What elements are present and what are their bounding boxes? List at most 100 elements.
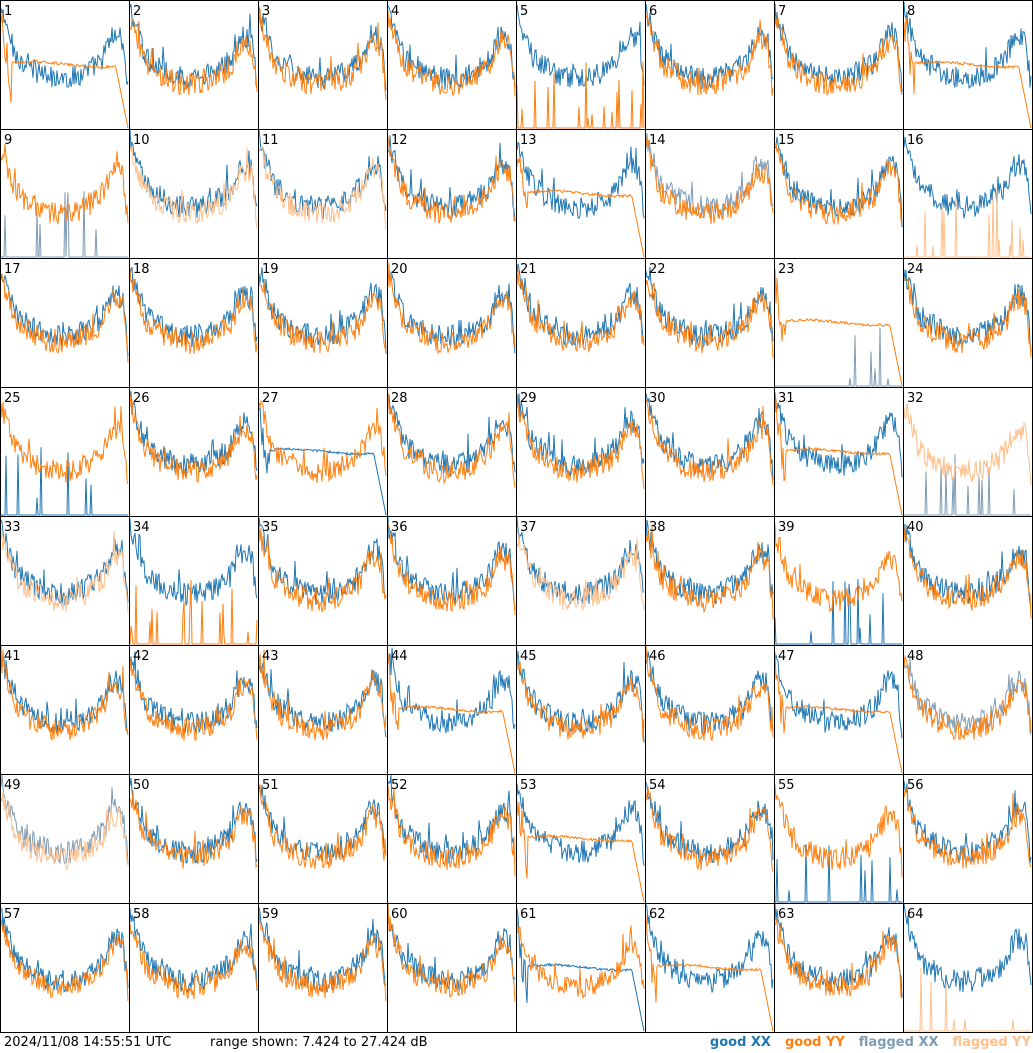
panel-54: 54: [645, 774, 775, 904]
panel-label: 21: [520, 262, 537, 277]
series-yy-panel-64: [904, 967, 1031, 1032]
series-yy-panel-55: [774, 784, 903, 878]
series-xx-panel-5: [516, 4, 645, 88]
panel-frame: [774, 774, 904, 904]
series-yy-panel-62: [645, 916, 774, 1032]
panel-59: 59: [258, 903, 388, 1033]
panel-frame: [903, 516, 1033, 646]
series-yy-panel-36: [387, 522, 516, 615]
panel-29: 29: [516, 387, 646, 517]
panel-frame: [258, 129, 388, 259]
series-xx-panel-39: [774, 579, 902, 645]
series-yy-panel-63: [774, 918, 903, 999]
series-xx-panel-24: [903, 269, 1032, 352]
panel-label: 35: [262, 520, 279, 535]
panel-46: 46: [645, 645, 775, 775]
panel-8: 8: [903, 0, 1033, 130]
panel-frame: [129, 129, 259, 259]
series-xx-panel-64: [903, 903, 1032, 993]
panel-24: 24: [903, 258, 1033, 388]
panel-label: 51: [262, 778, 279, 793]
panel-58: 58: [129, 903, 259, 1033]
series-yy-panel-37: [516, 532, 645, 611]
panel-53: 53: [516, 774, 646, 904]
panel-label: 45: [520, 649, 537, 664]
panel-1: 1: [0, 0, 130, 130]
series-xx-panel-17: [0, 275, 129, 357]
panel-label: 4: [391, 4, 399, 19]
panel-label: 63: [778, 907, 795, 922]
series-xx-panel-32: [904, 454, 1031, 516]
series-yy-panel-17: [0, 273, 129, 363]
panel-frame: [387, 258, 517, 388]
panel-label: 33: [4, 520, 21, 535]
panel-frame: [774, 516, 904, 646]
panel-16: 16: [903, 129, 1033, 259]
panel-label: 60: [391, 907, 408, 922]
series-yy-panel-43: [258, 649, 387, 741]
panel-label: 1: [4, 4, 12, 19]
panel-label: 34: [133, 520, 150, 535]
panel-label: 24: [907, 262, 924, 277]
panel-frame: [903, 258, 1033, 388]
panel-18: 18: [129, 258, 259, 388]
series-xx-panel-13: [516, 141, 645, 220]
panel-frame: [129, 516, 259, 646]
panel-label: 5: [520, 4, 528, 19]
series-yy-panel-39: [774, 523, 903, 614]
series-yy-panel-1: [0, 12, 129, 129]
series-xx-panel-54: [645, 782, 774, 863]
series-xx-panel-52: [387, 774, 516, 864]
panel-25: 25: [0, 387, 130, 517]
series-xx-panel-41: [0, 655, 129, 735]
panel-62: 62: [645, 903, 775, 1033]
panel-23: 23: [774, 258, 904, 388]
panel-label: 14: [649, 133, 666, 148]
series-yy-panel-34: [129, 580, 258, 645]
series-xx-panel-8: [903, 2, 1032, 90]
series-xx-panel-20: [387, 271, 516, 354]
panel-43: 43: [258, 645, 388, 775]
series-xx-panel-27: [258, 402, 387, 516]
panel-label: 36: [391, 520, 408, 535]
panel-36: 36: [387, 516, 517, 646]
panel-64: 64: [903, 903, 1033, 1033]
series-yy-panel-21: [516, 270, 645, 353]
panel-frame: [258, 645, 388, 775]
series-yy-panel-5: [516, 61, 645, 129]
series-yy-panel-22: [645, 279, 774, 359]
series-yy-panel-58: [129, 923, 258, 1000]
panel-label: 37: [520, 520, 537, 535]
series-xx-panel-53: [516, 783, 645, 866]
series-xx-panel-55: [775, 844, 902, 903]
panel-label: 49: [4, 778, 21, 793]
panel-frame: [903, 903, 1033, 1033]
panel-label: 6: [649, 4, 657, 19]
series-yy-panel-9: [0, 144, 129, 225]
series-yy-panel-14: [645, 137, 774, 225]
panel-15: 15: [774, 129, 904, 259]
series-xx-panel-34: [129, 518, 258, 607]
panel-label: 58: [133, 907, 150, 922]
panel-label: 12: [391, 133, 408, 148]
series-xx-panel-62: [645, 904, 774, 993]
panel-34: 34: [129, 516, 259, 646]
series-yy-panel-16: [904, 189, 1031, 258]
series-yy-panel-35: [258, 523, 387, 613]
panel-frame: [0, 387, 130, 517]
series-yy-panel-33: [0, 527, 129, 614]
panel-61: 61: [516, 903, 646, 1033]
series-yy-panel-6: [645, 14, 774, 96]
series-yy-panel-30: [645, 399, 774, 486]
series-yy-panel-3: [258, 8, 387, 100]
series-yy-panel-13: [516, 156, 645, 258]
series-yy-panel-61: [516, 912, 645, 999]
panel-35: 35: [258, 516, 388, 646]
footer-bar: 2024/11/08 14:55:51 UTC range shown: 7.4…: [0, 1033, 1033, 1053]
panel-label: 48: [907, 649, 924, 664]
panel-32: 32: [903, 387, 1033, 517]
panel-label: 11: [262, 133, 279, 148]
series-xx-panel-2: [129, 3, 258, 91]
panel-label: 53: [520, 778, 537, 793]
series-yy-panel-7: [774, 16, 903, 96]
